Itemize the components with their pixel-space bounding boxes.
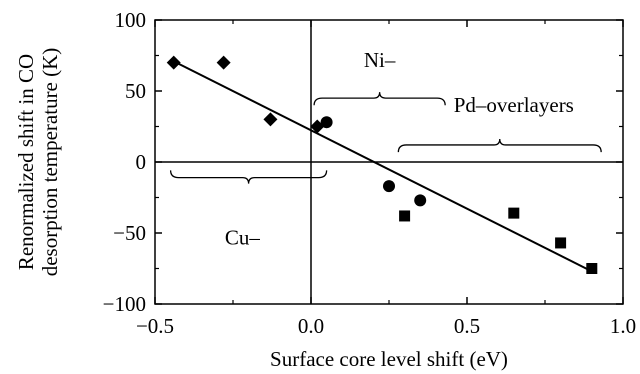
circle-point	[383, 180, 395, 193]
y-tick-label: 100	[115, 8, 147, 32]
y-axis-label-line-1: Renormalized shift in CO	[14, 54, 38, 270]
y-tick-label: 0	[136, 150, 147, 174]
annotation-label: Pd–overlayers	[454, 93, 574, 117]
fit-line	[170, 58, 593, 273]
square-point	[508, 207, 520, 219]
tick-labels: −0.5 0.0 0.5 1.0 −100 −50 0 50 100	[103, 8, 636, 338]
group-brace	[313, 92, 446, 106]
group-brace	[397, 138, 602, 153]
braces	[169, 92, 602, 184]
x-tick-label: 0.5	[454, 314, 480, 338]
reference-lines	[155, 20, 623, 304]
y-tick-label: −50	[113, 221, 146, 245]
annotations: Ni– Pd–overlayers Cu–	[225, 48, 574, 249]
axis-ticks	[154, 19, 624, 305]
fit-line-group	[170, 58, 593, 273]
annotation-label: Ni–	[364, 48, 396, 72]
y-tick-label: −100	[103, 292, 146, 316]
annotation-label: Cu–	[225, 225, 261, 249]
group-brace	[169, 170, 328, 184]
data-points	[166, 55, 598, 274]
y-tick-label: 50	[125, 79, 146, 103]
circle-point	[414, 194, 427, 207]
square-point	[586, 263, 598, 274]
circle-point	[320, 116, 333, 129]
diamond-point	[263, 112, 278, 127]
x-tick-label: 1.0	[610, 314, 636, 338]
x-axis-label: Surface core level shift (eV)	[270, 347, 508, 371]
x-tick-label: 0.0	[298, 314, 324, 338]
x-tick-label: −0.5	[136, 314, 174, 338]
square-point	[555, 237, 567, 249]
square-point	[399, 210, 411, 222]
diamond-point	[166, 55, 181, 70]
y-axis-label-line-2: desorption temperature (K)	[38, 48, 62, 277]
diamond-point	[216, 55, 231, 70]
